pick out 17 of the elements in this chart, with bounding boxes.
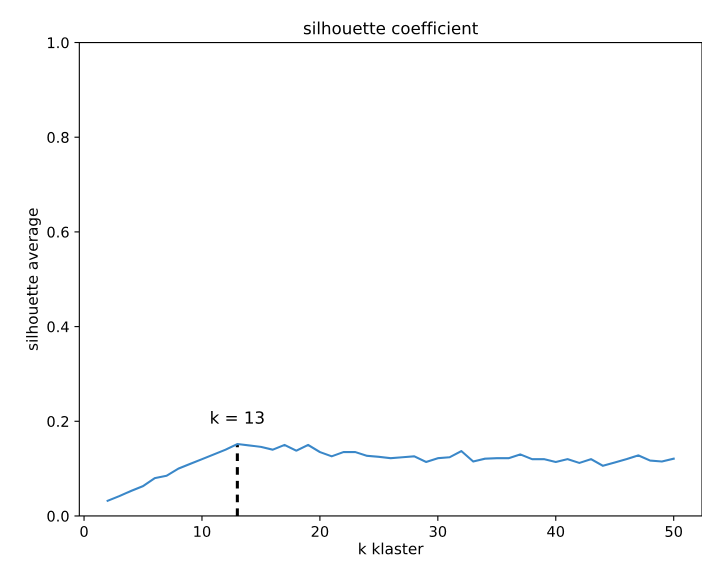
- x-tick-label: 40: [547, 526, 564, 537]
- annotation: k = 13: [211, 410, 264, 424]
- y-tick-label: 0.0: [47, 510, 69, 522]
- y-axis-title: silhouette average: [26, 208, 41, 350]
- x-tick-label: 30: [430, 526, 446, 537]
- x-tick-label: 0: [80, 526, 88, 537]
- y-tick-label: 0.6: [47, 226, 69, 238]
- y-tick-label: 0.8: [47, 132, 69, 143]
- y-tick-label: 0.2: [47, 416, 68, 428]
- x-tick-label: 10: [194, 526, 210, 537]
- x-tick-label: 20: [312, 526, 328, 537]
- x-axis-title: k klaster: [359, 542, 424, 554]
- chart-title: silhouette coefficient: [304, 22, 478, 34]
- y-tick-label: 0.4: [47, 321, 69, 332]
- y-tick-label: 1.0: [48, 37, 69, 48]
- x-tick-label: 50: [666, 526, 682, 537]
- line-series: [106, 442, 675, 502]
